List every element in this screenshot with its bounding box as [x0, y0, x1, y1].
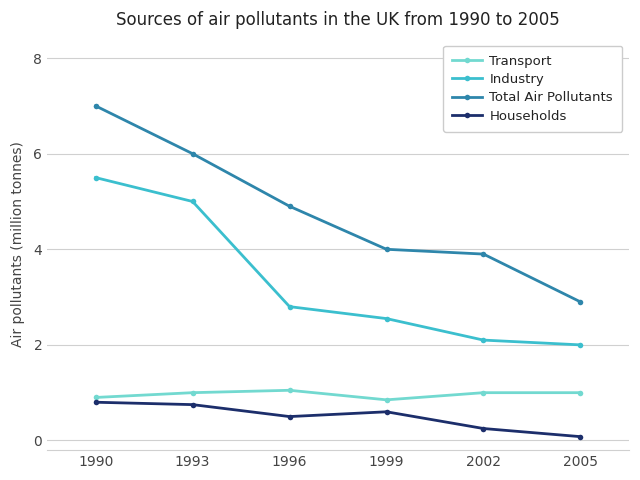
Total Air Pollutants: [383, 246, 390, 252]
Total Air Pollutants: [577, 299, 584, 305]
Households: [285, 414, 293, 420]
Households: [92, 399, 99, 405]
Total Air Pollutants: [479, 251, 487, 257]
Transport: [189, 390, 196, 396]
Transport: [479, 390, 487, 396]
Line: Industry: Industry: [93, 175, 583, 348]
Households: [479, 426, 487, 432]
Total Air Pollutants: [285, 204, 293, 209]
Households: [189, 402, 196, 408]
Industry: [189, 199, 196, 204]
Transport: [577, 390, 584, 396]
Industry: [479, 337, 487, 343]
Transport: [92, 395, 99, 400]
Title: Sources of air pollutants in the UK from 1990 to 2005: Sources of air pollutants in the UK from…: [116, 11, 560, 29]
Total Air Pollutants: [189, 151, 196, 156]
Transport: [285, 387, 293, 393]
Line: Transport: Transport: [93, 387, 583, 403]
Total Air Pollutants: [92, 103, 99, 109]
Households: [577, 434, 584, 440]
Households: [383, 409, 390, 415]
Industry: [285, 304, 293, 310]
Industry: [383, 316, 390, 322]
Y-axis label: Air pollutants (million tonnes): Air pollutants (million tonnes): [11, 142, 25, 348]
Industry: [92, 175, 99, 180]
Transport: [383, 397, 390, 403]
Line: Households: Households: [93, 399, 583, 439]
Industry: [577, 342, 584, 348]
Line: Total Air Pollutants: Total Air Pollutants: [93, 103, 583, 305]
Legend: Transport, Industry, Total Air Pollutants, Households: Transport, Industry, Total Air Pollutant…: [444, 46, 622, 132]
